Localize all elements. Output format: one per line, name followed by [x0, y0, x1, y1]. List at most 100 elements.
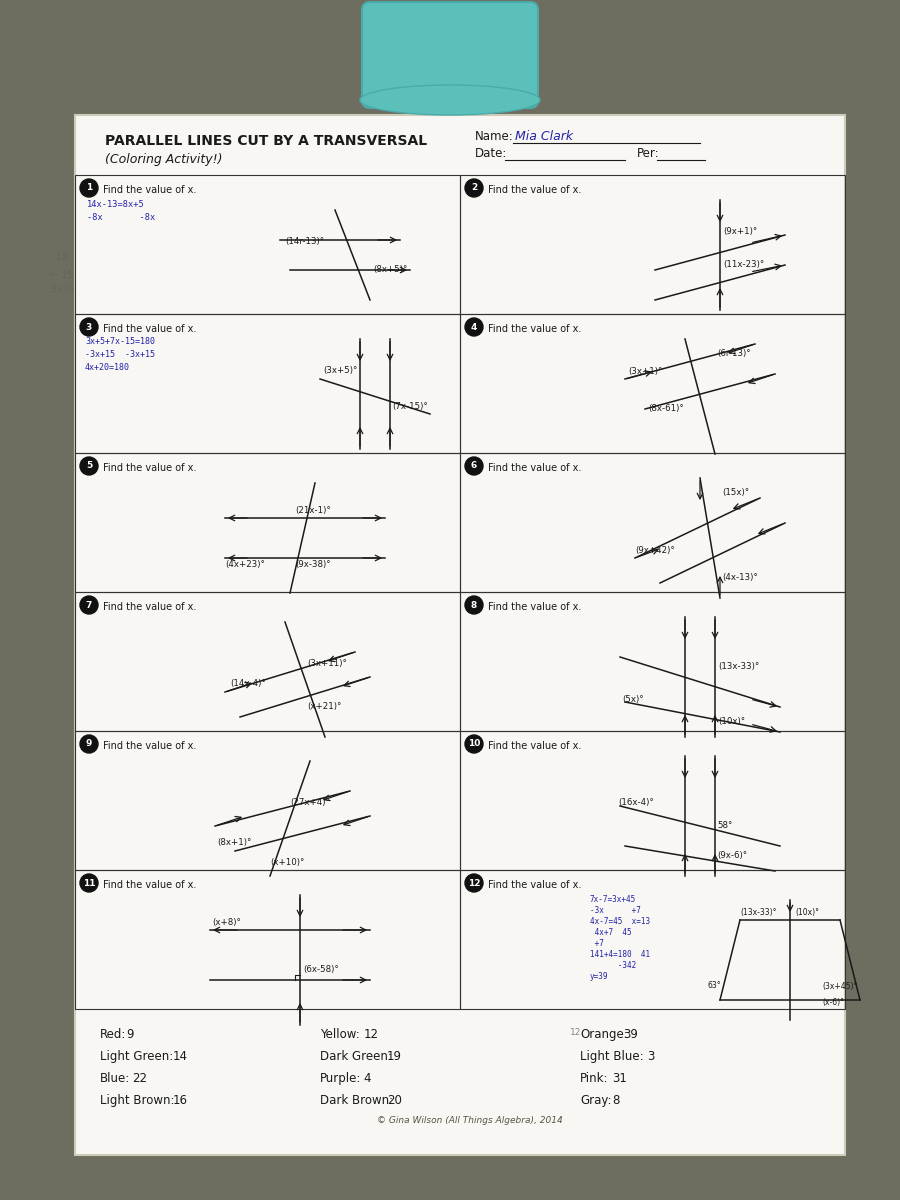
- FancyBboxPatch shape: [362, 2, 538, 108]
- Text: 58°: 58°: [717, 821, 733, 830]
- Text: (8x+5)°: (8x+5)°: [373, 265, 408, 274]
- Text: Find the value of x.: Find the value of x.: [488, 602, 581, 612]
- Text: -3x      +7: -3x +7: [590, 906, 641, 914]
- Text: (3x+1)°: (3x+1)°: [628, 367, 662, 376]
- Text: Find the value of x.: Find the value of x.: [488, 463, 581, 473]
- Text: Light Green:: Light Green:: [100, 1050, 173, 1063]
- Text: ← 15: ← 15: [50, 270, 74, 280]
- Text: 8: 8: [471, 600, 477, 610]
- Text: 12: 12: [570, 1028, 581, 1037]
- Bar: [75, 175, 460, 314]
- Circle shape: [465, 457, 483, 475]
- Circle shape: [465, 734, 483, 754]
- Circle shape: [80, 318, 98, 336]
- Text: Name:: Name:: [475, 130, 514, 143]
- Text: Pink:: Pink:: [580, 1072, 608, 1085]
- Bar: [75, 592, 460, 731]
- Circle shape: [80, 179, 98, 197]
- Text: 141+4=180  41: 141+4=180 41: [590, 950, 650, 959]
- Text: (6x-58)°: (6x-58)°: [303, 965, 338, 974]
- Bar: [75, 731, 460, 870]
- Bar: [75, 314, 460, 452]
- Text: 11: 11: [83, 878, 95, 888]
- Text: (13x-33)°: (13x-33)°: [740, 908, 777, 917]
- Text: 20: 20: [387, 1094, 401, 1106]
- Text: 39: 39: [624, 1028, 638, 1040]
- Text: 10: 10: [468, 739, 481, 749]
- Text: 5: 5: [86, 462, 92, 470]
- Text: (9x-6)°: (9x-6)°: [717, 851, 747, 860]
- Text: 9: 9: [126, 1028, 134, 1040]
- Text: 12: 12: [468, 878, 481, 888]
- Text: Dark Brown:: Dark Brown:: [320, 1094, 393, 1106]
- Text: (7x-15)°: (7x-15)°: [392, 402, 427, 410]
- Text: Yellow:: Yellow:: [320, 1028, 360, 1040]
- Text: 4x+7  45: 4x+7 45: [590, 928, 632, 937]
- Text: (x+21)°: (x+21)°: [307, 702, 341, 710]
- Text: 2: 2: [471, 184, 477, 192]
- Text: Light Brown:: Light Brown:: [100, 1094, 175, 1106]
- Text: Find the value of x.: Find the value of x.: [488, 185, 581, 194]
- Text: 4: 4: [471, 323, 477, 331]
- Text: Find the value of x.: Find the value of x.: [103, 324, 196, 334]
- Bar: [75, 870, 460, 1009]
- Text: Find the value of x.: Find the value of x.: [103, 602, 196, 612]
- Bar: [460, 175, 845, 314]
- Text: 4x-7=45  x=13: 4x-7=45 x=13: [590, 917, 650, 926]
- Text: Orange:: Orange:: [580, 1028, 628, 1040]
- Bar: [460, 731, 845, 870]
- Text: (x-6)°: (x-6)°: [822, 998, 844, 1007]
- Text: (x+10)°: (x+10)°: [270, 858, 304, 866]
- Text: 7: 7: [86, 600, 92, 610]
- Text: 6: 6: [471, 462, 477, 470]
- Text: Find the value of x.: Find the value of x.: [103, 880, 196, 890]
- Text: 3: 3: [86, 323, 92, 331]
- Text: Find the value of x.: Find the value of x.: [103, 463, 196, 473]
- Text: 7x-7=3x+45: 7x-7=3x+45: [590, 895, 636, 904]
- Text: 63°: 63°: [708, 982, 722, 990]
- Text: Find the value of x.: Find the value of x.: [103, 740, 196, 751]
- Bar: [460, 870, 845, 1009]
- Text: Dark Green:: Dark Green:: [320, 1050, 392, 1063]
- Text: (4x-13)°: (4x-13)°: [722, 572, 758, 582]
- Text: Mia Clark: Mia Clark: [515, 130, 573, 143]
- Text: y=39: y=39: [590, 972, 608, 982]
- Circle shape: [80, 596, 98, 614]
- Circle shape: [80, 734, 98, 754]
- Text: (11x-23)°: (11x-23)°: [723, 260, 764, 269]
- Text: 4: 4: [364, 1072, 371, 1085]
- Text: (4x+23)°: (4x+23)°: [225, 560, 265, 569]
- Bar: [460, 592, 845, 731]
- Text: Date:: Date:: [475, 146, 508, 160]
- Circle shape: [465, 179, 483, 197]
- Bar: [75, 452, 460, 592]
- Text: 19: 19: [387, 1050, 401, 1063]
- Text: 1: 1: [86, 184, 92, 192]
- Text: (9x+42)°: (9x+42)°: [635, 546, 675, 554]
- Text: (10x)°: (10x)°: [795, 908, 819, 917]
- Text: 14: 14: [173, 1050, 187, 1063]
- Text: (3x+45)°: (3x+45)°: [822, 982, 858, 991]
- Text: -8x       -8x: -8x -8x: [87, 214, 155, 222]
- FancyBboxPatch shape: [75, 115, 845, 1154]
- Ellipse shape: [360, 85, 540, 115]
- Text: -342: -342: [590, 961, 636, 970]
- Text: (9x+1)°: (9x+1)°: [723, 227, 757, 236]
- Text: (3x+11)°: (3x+11)°: [307, 659, 346, 668]
- Text: (3x+5)°: (3x+5)°: [323, 366, 357, 374]
- Text: Light Blue:: Light Blue:: [580, 1050, 644, 1063]
- Text: -3x+15  -3x+15: -3x+15 -3x+15: [85, 350, 155, 359]
- Text: (Coloring Activity!): (Coloring Activity!): [105, 152, 222, 166]
- Text: © Gina Wilson (All Things Algebra), 2014: © Gina Wilson (All Things Algebra), 2014: [377, 1116, 562, 1126]
- Text: (14x-4)°: (14x-4)°: [230, 679, 266, 688]
- Text: 12: 12: [364, 1028, 379, 1040]
- Text: +7: +7: [590, 938, 604, 948]
- Text: 22: 22: [132, 1072, 147, 1085]
- Text: (8x-61)°: (8x-61)°: [648, 404, 684, 413]
- Text: 8: 8: [612, 1094, 619, 1106]
- Circle shape: [80, 457, 98, 475]
- Bar: [460, 452, 845, 592]
- Text: Find the value of x.: Find the value of x.: [103, 185, 196, 194]
- Text: (27x+4)°: (27x+4)°: [290, 798, 330, 806]
- Text: 3x+5+7x-15=180: 3x+5+7x-15=180: [85, 337, 155, 346]
